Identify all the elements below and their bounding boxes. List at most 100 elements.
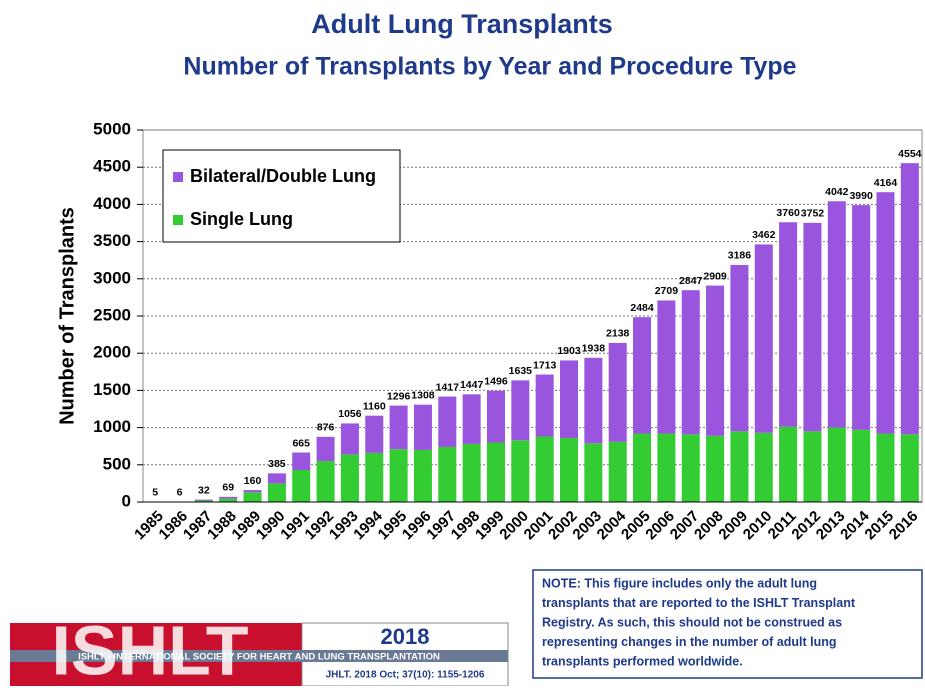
bar-segment [511,440,529,502]
total-label: 2138 [606,328,630,340]
bar-segment [365,453,383,502]
bar-segment [219,497,237,499]
bar-segment [390,449,408,502]
bar-segment [633,317,651,433]
logo-citation: JHLT. 2018 Oct; 37(10): 1155-1206 [326,670,485,681]
bar-segment [292,470,310,502]
bar-segment [511,380,529,440]
bar-segment [584,358,602,443]
logo-year: 2018 [381,624,430,649]
bar-segment [803,431,821,502]
y-tick-label: 2000 [93,343,131,362]
total-label: 4554 [898,148,922,160]
total-label: 1635 [509,365,533,377]
bar-segment [852,205,870,430]
bar-segment [657,300,675,433]
bar-segment [876,192,894,433]
bar-segment [779,427,797,502]
y-tick-label: 1500 [93,380,131,399]
bar-segment [438,447,456,502]
logo: ISHLT ISHLT • INTERNATIONAL SOCIETY FOR … [10,611,508,686]
legend-label: Bilateral/Double Lung [190,166,376,186]
bar-segment [901,163,919,434]
x-tick-label: 2016 [886,508,922,544]
total-label: 1903 [557,345,581,357]
total-label: 385 [268,458,286,470]
y-tick-label: 3500 [93,231,131,250]
total-label: 3990 [849,190,873,202]
logo-society: ISHLT • INTERNATIONAL SOCIETY FOR HEART … [78,652,440,663]
bar-segment [755,433,773,502]
total-label: 665 [292,437,310,449]
total-label: 1447 [460,379,484,391]
total-label: 3462 [752,229,776,241]
bar-segment [609,343,627,442]
bar-segment [317,461,335,502]
total-label: 32 [198,484,210,496]
bar-segment [876,434,894,502]
bar-segment [828,428,846,502]
logo-mark: ISHLT [51,611,248,686]
chart-title: Adult Lung Transplants [311,9,613,39]
bar-segment [536,375,554,437]
bar-segment [730,265,748,431]
total-label: 6 [177,486,183,498]
bar-segment [244,492,262,502]
y-axis-title: Number of Transplants [56,207,78,425]
note-line: representing changes in the number of ad… [542,635,836,649]
y-tick-label: 4000 [93,194,131,213]
note-line: NOTE: This figure includes only the adul… [542,576,817,590]
bar-segment [414,405,432,450]
bar-segment [341,454,359,502]
bar-segment [292,453,310,470]
total-label: 160 [244,475,262,487]
bar-segment [779,222,797,427]
y-tick-label: 2500 [93,305,131,324]
total-label: 5 [152,486,158,498]
y-tick-label: 1000 [93,417,131,436]
bar-segment [414,450,432,502]
total-label: 1296 [387,390,411,402]
bar-segment [706,436,724,502]
bar-segment [487,391,505,443]
bar-segment [268,483,286,502]
total-label: 69 [222,482,234,494]
y-tick-label: 3000 [93,268,131,287]
bar-segment [560,360,578,438]
bar-segment [195,500,213,501]
bar-segment [365,416,383,453]
y-tick-label: 5000 [93,119,131,138]
bar-segment [682,434,700,502]
note-line: transplants that are reported to the ISH… [542,596,856,610]
bar-segment [487,442,505,502]
total-label: 1056 [338,408,362,420]
total-label: 1938 [582,343,606,355]
total-label: 1160 [363,400,386,412]
total-label: 2709 [655,285,679,297]
bar-segment [219,499,237,502]
bar-segment [341,423,359,454]
bar-segment [657,434,675,502]
legend-swatch [173,172,183,182]
total-label: 3752 [801,208,825,220]
bar-segment [633,434,651,502]
total-label: 3186 [728,250,752,262]
bar-segment [755,244,773,432]
bar-segment [682,290,700,434]
bar-segment [560,438,578,502]
total-label: 2484 [630,302,654,314]
total-label: 1417 [436,381,460,393]
bar-segment [244,490,262,492]
chart-subtitle: Number of Transplants by Year and Proced… [183,53,796,81]
bar-segment [803,223,821,431]
bar-segment [463,444,481,502]
note-line: transplants performed worldwide. [542,654,743,668]
total-label: 1713 [533,359,557,371]
bar-segment [706,286,724,436]
note-line: Registry. As such, this should not be co… [542,615,842,629]
legend-swatch [173,215,183,225]
bar-segment [536,437,554,502]
total-label: 2909 [703,270,727,282]
bar-segment [463,394,481,444]
y-tick-label: 4500 [93,157,131,176]
